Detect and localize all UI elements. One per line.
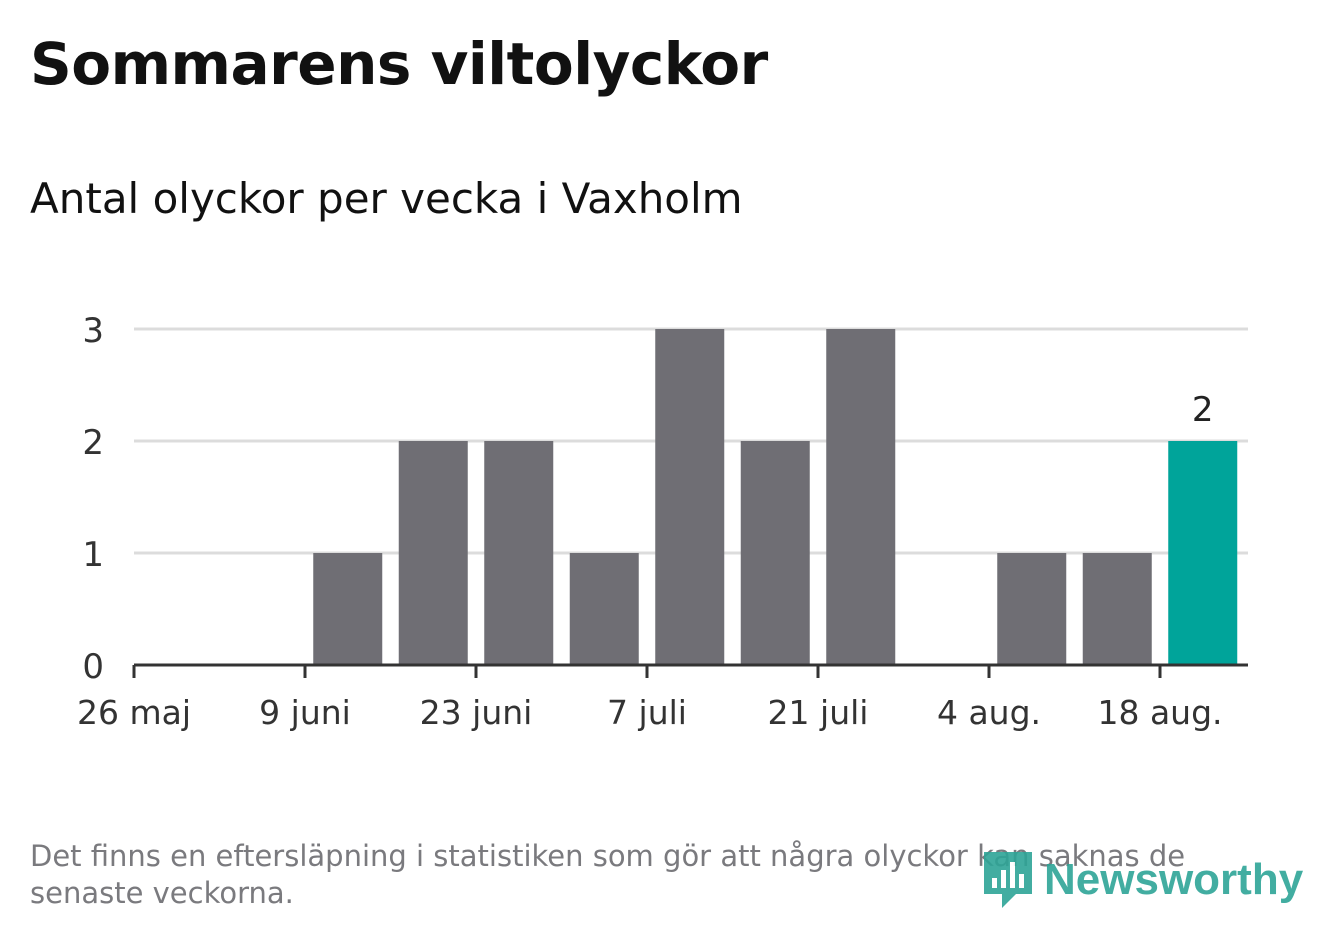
y-tick-label: 3 [82,311,104,351]
x-tick-label: 26 maj [77,693,191,732]
bar-highlight [1168,441,1238,665]
bar [398,441,468,665]
x-tick-label: 9 juni [259,693,351,732]
y-tick-label: 1 [82,535,104,575]
x-tick-label: 18 aug. [1097,693,1222,732]
x-tick-label: 21 juli [768,693,869,732]
bar [313,553,383,665]
newsworthy-logo-text: Newsworthy [1044,855,1304,904]
chart-subtitle: Antal olyckor per vecka i Vaxholm [30,174,743,223]
bar [484,441,554,665]
x-tick-label: 7 juli [607,693,687,732]
x-tick-label: 4 aug. [937,693,1041,732]
newsworthy-logo: Newsworthy [980,848,1303,912]
y-tick-label: 2 [82,423,104,463]
bar [997,553,1067,665]
x-tick-label: 23 juni [420,693,533,732]
bar [655,329,725,665]
bar-chart: 0 1 2 3 2 26 maj 9 juni 23 juni 7 juli 21 juli 4 a… [77,311,1248,732]
newsworthy-logo-icon [984,852,1032,908]
bar [826,329,896,665]
bar [569,553,639,665]
chart-title: Sommarens viltolyckor [30,30,768,98]
bar-value-label: 2 [1192,390,1214,430]
y-tick-label: 0 [82,647,104,687]
bar [740,441,810,665]
bar [1082,553,1152,665]
